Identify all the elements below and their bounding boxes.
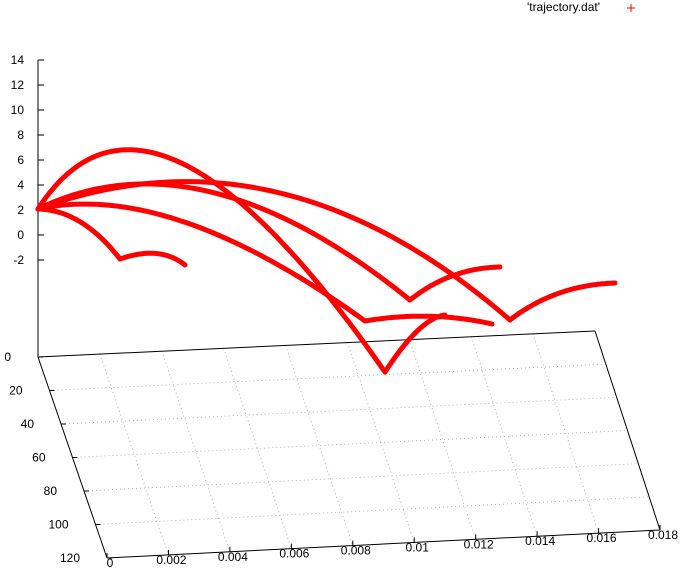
y-tick-label: 20 — [9, 384, 23, 398]
z-tick-label: 12 — [11, 78, 25, 92]
x-tick-label: 0.014 — [525, 534, 555, 548]
floor-edge — [106, 529, 661, 559]
x-tick-label: 0.018 — [648, 528, 678, 542]
y-tick-label: 0 — [4, 350, 11, 364]
grid-lines — [49, 333, 650, 556]
trajectory-curve — [117, 250, 188, 268]
z-tick-label: -2 — [13, 253, 24, 267]
x-tick-label: 0.01 — [406, 540, 430, 554]
x-tick-label: 0.008 — [341, 544, 371, 558]
y-grid-line — [60, 396, 617, 425]
y-tick-label: 60 — [32, 451, 46, 465]
z-tick-label: 4 — [17, 178, 24, 192]
x-grid-line — [99, 353, 169, 556]
x-grid-line — [161, 351, 231, 552]
trajectory-curve — [362, 313, 495, 327]
legend-marker — [627, 4, 635, 12]
z-tick-label: 2 — [17, 203, 24, 217]
floor-edge — [594, 330, 661, 531]
y-grid-line — [72, 430, 628, 458]
y-tick-label: 40 — [21, 417, 35, 431]
legend: 'trajectory.dat' — [527, 0, 635, 14]
y-tick-label: 120 — [60, 551, 80, 565]
y-grid-line — [95, 496, 650, 525]
x-tick-label: 0.002 — [156, 553, 186, 567]
x-grid-line — [223, 348, 292, 549]
legend-label: 'trajectory.dat' — [527, 0, 600, 14]
x-grid-line — [408, 339, 477, 540]
trajectory-curve — [407, 264, 503, 303]
trajectory-curve — [382, 312, 448, 375]
z-tick-label: 6 — [17, 153, 24, 167]
trajectory-curve — [35, 179, 513, 323]
x-tick-label: 0.012 — [464, 537, 494, 551]
y-tick-label: 100 — [48, 518, 68, 532]
trajectory-curve — [35, 181, 413, 303]
y-grid-line — [49, 363, 606, 391]
x-tick-label: 0.016 — [587, 531, 617, 545]
z-tick-label: 10 — [11, 103, 25, 117]
y-tick-label: 80 — [44, 484, 58, 498]
y-grid-line — [83, 463, 639, 492]
x-tick-label: 0.006 — [279, 547, 309, 561]
data-series — [35, 147, 618, 375]
trajectory-curve — [507, 280, 618, 323]
axis-frame — [37, 59, 661, 559]
z-tick-label: 8 — [17, 128, 24, 142]
trajectory-curve — [35, 201, 368, 324]
x-tick-label: 0 — [107, 556, 114, 570]
x-grid-line — [532, 333, 599, 534]
floor-edge — [37, 330, 596, 358]
trajectory-curve — [35, 147, 388, 375]
trajectory-curve — [35, 206, 123, 262]
x-tick-label: 0.004 — [218, 550, 248, 564]
z-tick-label: 14 — [11, 53, 25, 67]
z-tick-label: 0 — [17, 228, 24, 242]
